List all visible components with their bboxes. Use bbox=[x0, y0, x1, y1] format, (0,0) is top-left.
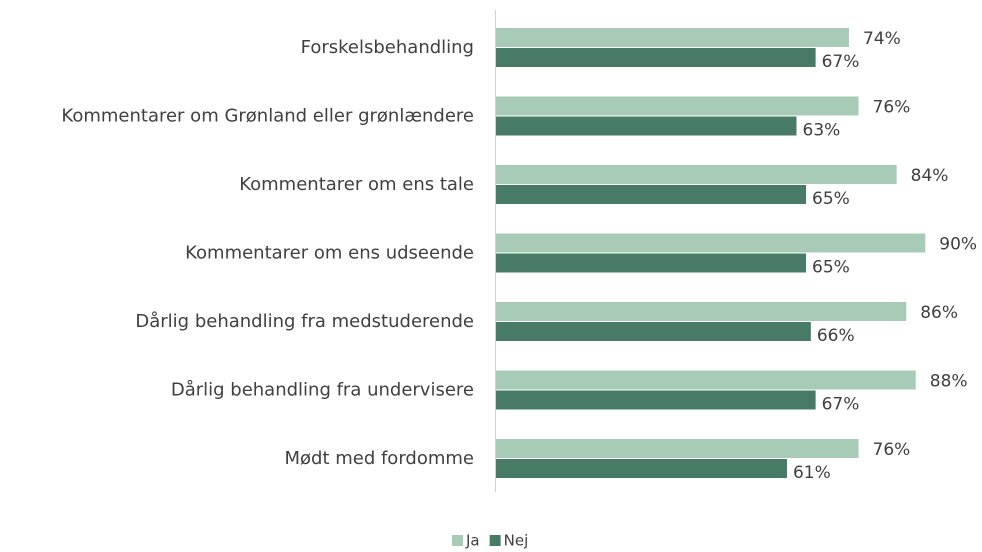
category-label: Dårlig behandling fra medstuderende bbox=[135, 311, 474, 332]
legend-label: Nej bbox=[504, 532, 529, 550]
value-label: 88% bbox=[930, 372, 968, 392]
bar bbox=[496, 439, 859, 458]
value-label: 65% bbox=[812, 189, 850, 209]
category-label: Forskelsbehandling bbox=[301, 37, 474, 58]
category-label: Mødt med fordomme bbox=[284, 448, 474, 469]
bar bbox=[496, 459, 787, 478]
value-label: 65% bbox=[812, 258, 850, 278]
bar bbox=[496, 96, 859, 116]
bar bbox=[496, 253, 807, 273]
legend-swatch bbox=[452, 535, 463, 546]
category-label: Kommentarer om ens udseende bbox=[185, 243, 474, 264]
value-label: 90% bbox=[939, 235, 977, 255]
value-label: 84% bbox=[911, 166, 949, 186]
category-label: Kommentarer om Grønland eller grønlænder… bbox=[61, 106, 474, 127]
legend-swatch bbox=[489, 535, 501, 546]
category-label: Kommentarer om ens tale bbox=[239, 174, 474, 195]
bar bbox=[496, 185, 807, 204]
bar bbox=[496, 302, 907, 321]
bar bbox=[496, 370, 916, 390]
bar bbox=[496, 28, 849, 47]
value-label: 74% bbox=[863, 29, 901, 49]
category-label: Dårlig behandling fra undervisere bbox=[171, 380, 474, 401]
value-label: 66% bbox=[817, 326, 855, 346]
legend-label: Ja bbox=[465, 532, 480, 550]
value-label: 61% bbox=[793, 463, 831, 483]
value-label: 76% bbox=[873, 98, 911, 118]
value-label: 86% bbox=[920, 303, 958, 323]
bar bbox=[496, 165, 897, 184]
value-label: 76% bbox=[873, 440, 911, 460]
bar bbox=[496, 116, 797, 136]
value-label: 63% bbox=[803, 121, 841, 141]
bar bbox=[496, 233, 926, 253]
value-label: 67% bbox=[822, 52, 860, 72]
bar bbox=[496, 48, 816, 67]
bar bbox=[496, 322, 811, 341]
bar bbox=[496, 390, 816, 410]
value-label: 67% bbox=[822, 395, 860, 415]
